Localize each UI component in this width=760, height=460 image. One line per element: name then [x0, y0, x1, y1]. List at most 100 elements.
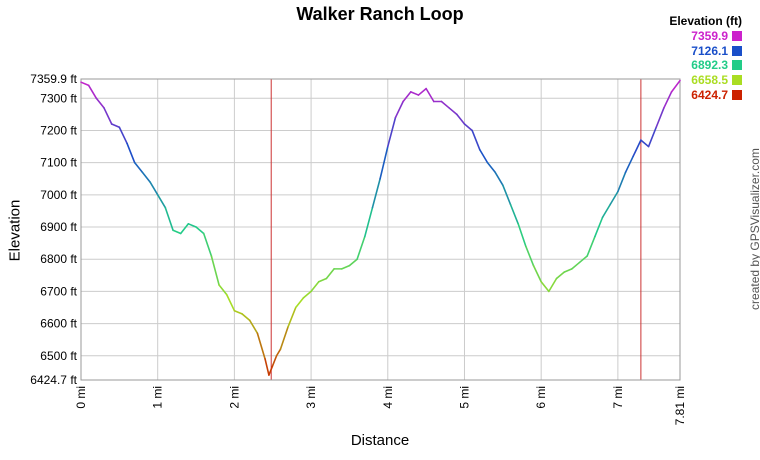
elevation-segment [248, 319, 259, 335]
elevation-segment [317, 277, 328, 283]
elevation-segment [571, 261, 581, 270]
elevation-segment [624, 155, 635, 174]
elevation-segment [417, 87, 427, 96]
elevation-segment [463, 123, 473, 132]
legend-entry: 7359.9 [669, 29, 742, 44]
elevation-segment [379, 145, 389, 180]
elevation-segment [425, 87, 435, 103]
elevation-segment [87, 84, 98, 100]
elevation-segment [409, 91, 420, 96]
elevation-segment [202, 232, 213, 257]
elevation-segment [287, 306, 297, 328]
elevation-series [80, 79, 681, 376]
elevation-segment [532, 264, 542, 283]
elevation-segment [271, 354, 278, 367]
y-tick-label: 6600 ft [40, 317, 77, 331]
elevation-segment [586, 235, 596, 257]
y-tick-label: 6900 ft [40, 220, 77, 234]
elevation-segment [402, 91, 412, 103]
legend: Elevation (ft) 7359.9 7126.1 6892.3 6658.5 6… [669, 14, 742, 102]
elevation-segment [609, 190, 619, 206]
elevation-segment [386, 116, 397, 148]
plot-frame [80, 78, 681, 381]
elevation-segment [647, 126, 658, 148]
elevation-segment [578, 255, 588, 264]
elevation-segment [210, 255, 220, 286]
elevation-segment [294, 297, 305, 309]
elevation-segment [149, 181, 159, 196]
legend-title: Elevation (ft) [669, 14, 742, 28]
elevation-segment [118, 126, 128, 145]
elevation-segment [80, 81, 90, 87]
legend-entry: 6424.7 [669, 87, 742, 102]
elevation-segment [133, 161, 144, 174]
y-tick-label: 7359.9 ft [30, 72, 77, 86]
y-tick-label: 6424.7 ft [30, 373, 77, 387]
elevation-segment [440, 100, 450, 109]
y-tick-label: 7200 ft [40, 123, 77, 137]
legend-entry-label: 7359.9 [691, 29, 728, 44]
y-tick-labels: 7359.9 ft 7300 ft 7200 ft 7100 ft 7000 ft 690… [30, 72, 77, 387]
elevation-segment [225, 293, 236, 312]
x-tick-label: 7 mi [611, 386, 625, 409]
legend-entry-label: 6424.7 [691, 87, 728, 102]
legend-entry-label: 6658.5 [691, 73, 728, 88]
elevation-segment [325, 268, 335, 280]
x-tick-label: 5 mi [457, 386, 471, 409]
y-tick-label: 6500 ft [40, 349, 77, 363]
elevation-segment [279, 325, 289, 351]
elevation-segment [540, 280, 550, 293]
elevation-segment [670, 79, 681, 93]
elevation-segment [517, 223, 527, 248]
legend-swatch [732, 75, 742, 86]
elevation-segment [502, 184, 512, 206]
elevation-segment [548, 277, 558, 293]
credit-text: created by GPSVisualizer.com [748, 148, 760, 310]
y-tick-label: 6800 ft [40, 252, 77, 266]
elevation-segment [256, 332, 266, 360]
elevation-segment [509, 203, 519, 225]
legend-entry: 7126.1 [669, 44, 742, 59]
legend-swatch [732, 89, 742, 100]
elevation-segment [663, 91, 673, 109]
elevation-segment [110, 123, 121, 129]
elevation-segment [103, 107, 113, 125]
elevation-segment [479, 148, 489, 164]
elevation-segment [172, 229, 182, 235]
elevation-segment [187, 223, 197, 228]
legend-entry: 6892.3 [669, 58, 742, 73]
x-tick-label: 6 mi [534, 386, 548, 409]
elevation-segment [218, 284, 228, 296]
legend-swatch [732, 60, 742, 71]
elevation-segment [126, 142, 136, 164]
elevation-segment [195, 226, 205, 235]
y-tick-label: 7300 ft [40, 91, 77, 105]
x-tick-labels: 0 mi 1 mi 2 mi 3 mi 4 mi 5 mi 6 mi 7 mi 7.81 mi [74, 386, 687, 425]
elevation-segment [601, 203, 612, 219]
elevation-segment [456, 113, 466, 125]
x-tick-label: 4 mi [381, 386, 395, 409]
legend-swatch [732, 45, 742, 56]
legend-swatch [732, 31, 742, 42]
y-axis-label: Elevation [6, 199, 24, 262]
elevation-segment [525, 245, 535, 267]
elevation-segment [448, 107, 458, 116]
elevation-segment [494, 171, 504, 186]
elevation-segment [563, 268, 573, 273]
axes [80, 78, 681, 381]
elevation-segment [555, 271, 565, 280]
elevation-segment [302, 290, 312, 299]
legend-entry-label: 7126.1 [691, 43, 728, 58]
legend-entry-label: 6892.3 [691, 58, 728, 73]
elevation-segment [371, 177, 381, 209]
elevation-segment [471, 129, 481, 151]
x-tick-label: 0 mi [74, 386, 88, 409]
elevation-segment [594, 216, 604, 238]
y-tick-label: 6700 ft [40, 284, 77, 298]
elevation-segment [310, 280, 320, 293]
legend-entry: 6658.5 [669, 73, 742, 88]
elevation-segment [640, 139, 650, 148]
elevation-segment [156, 194, 167, 209]
elevation-segment [241, 313, 251, 322]
elevation-segment [356, 235, 366, 261]
